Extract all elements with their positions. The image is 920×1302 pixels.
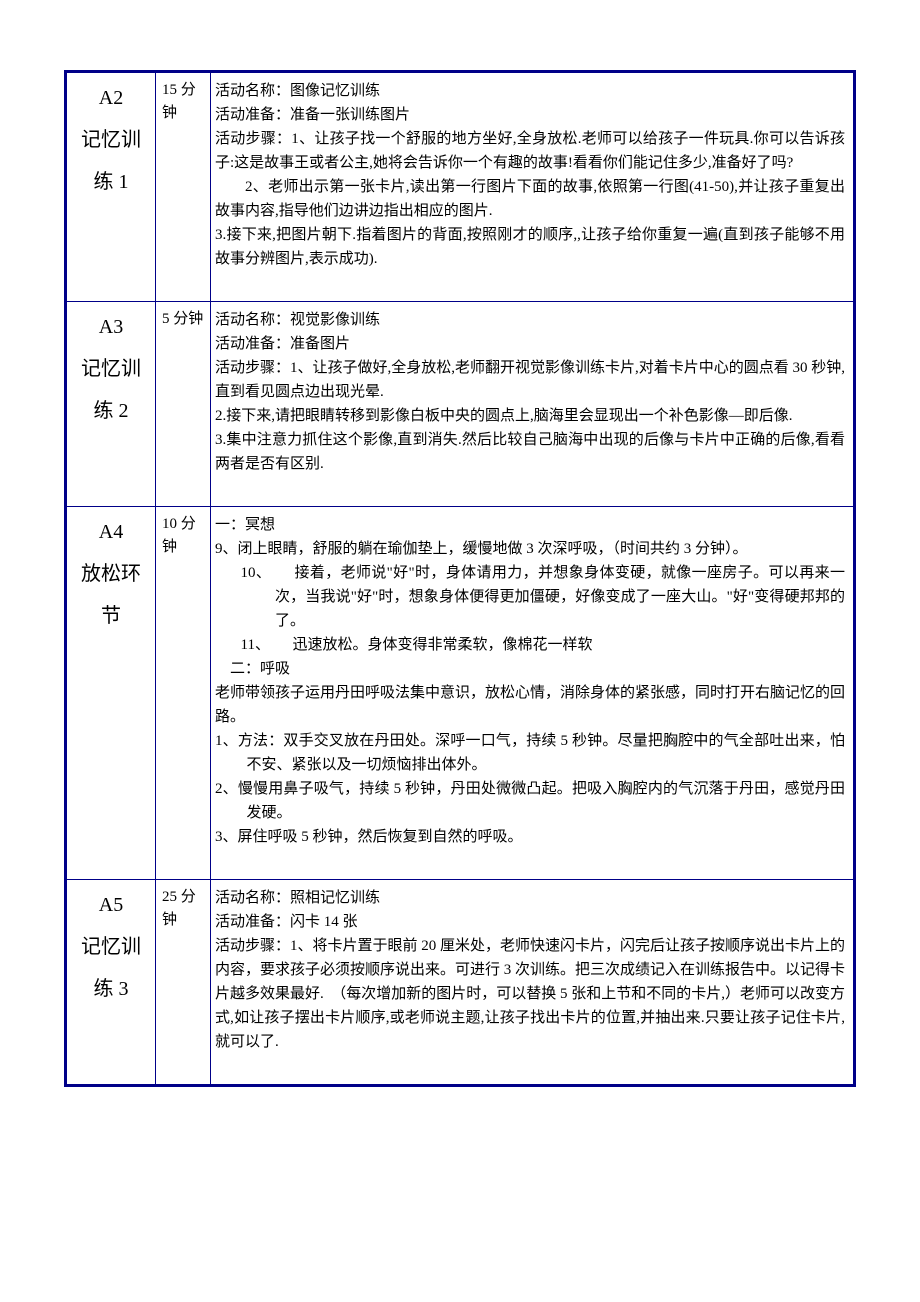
content-line: 3、屏住呼吸 5 秒钟，然后恢复到自然的呼吸。 [215,825,845,849]
content-line: 活动步骤：1、让孩子做好,全身放松,老师翻开视觉影像训练卡片,对着卡片中心的圆点… [215,356,845,404]
content-line: 活动步骤：1、让孩子找一个舒服的地方坐好,全身放松.老师可以给孩子一件玩具.你可… [215,127,845,175]
section-label: A3记忆训练 2 [66,302,156,507]
table-row: A4放松环节10 分钟一：冥想9、闭上眼睛，舒服的躺在瑜伽垫上，缓慢地做 3 次… [66,507,855,880]
section-content: 活动名称：视觉影像训练活动准备：准备图片活动步骤：1、让孩子做好,全身放松,老师… [211,302,855,507]
content-line: 活动名称：图像记忆训练 [215,79,845,103]
content-line: 活动名称：照相记忆训练 [215,886,845,910]
section-label: A5记忆训练 3 [66,880,156,1086]
section-label: A4放松环节 [66,507,156,880]
section-duration: 25 分钟 [156,880,211,1086]
section-content: 活动名称：照相记忆训练活动准备：闪卡 14 张活动步骤：1、将卡片置于眼前 20… [211,880,855,1086]
table-row: A2记忆训练 115 分钟活动名称：图像记忆训练活动准备：准备一张训练图片活动步… [66,72,855,302]
content-line: 活动准备：闪卡 14 张 [215,910,845,934]
section-duration: 10 分钟 [156,507,211,880]
training-schedule-table: A2记忆训练 115 分钟活动名称：图像记忆训练活动准备：准备一张训练图片活动步… [64,70,856,1087]
section-duration: 15 分钟 [156,72,211,302]
content-line: 老师带领孩子运用丹田呼吸法集中意识，放松心情，消除身体的紧张感，同时打开右脑记忆… [215,681,845,729]
content-line: 活动名称：视觉影像训练 [215,308,845,332]
content-line: 一：冥想 [215,513,845,537]
content-line: 10、 接着，老师说"好"时，身体请用力，并想象身体变硬，就像一座房子。可以再来… [215,561,845,633]
content-line: 活动准备：准备图片 [215,332,845,356]
table-row: A3记忆训练 25 分钟活动名称：视觉影像训练活动准备：准备图片活动步骤：1、让… [66,302,855,507]
section-label: A2记忆训练 1 [66,72,156,302]
content-line: 2.接下来,请把眼睛转移到影像白板中央的圆点上,脑海里会显现出一个补色影像—即后… [215,404,845,428]
table-row: A5记忆训练 325 分钟活动名称：照相记忆训练活动准备：闪卡 14 张活动步骤… [66,880,855,1086]
content-line: 3.集中注意力抓住这个影像,直到消失.然后比较自己脑海中出现的后像与卡片中正确的… [215,428,845,476]
content-line: 1、方法：双手交叉放在丹田处。深呼一口气，持续 5 秒钟。尽量把胸腔中的气全部吐… [215,729,845,777]
content-line: 2、慢慢用鼻子吸气，持续 5 秒钟，丹田处微微凸起。把吸入胸腔内的气沉落于丹田，… [215,777,845,825]
content-line: 11、 迅速放松。身体变得非常柔软，像棉花一样软 [215,633,845,657]
section-duration: 5 分钟 [156,302,211,507]
content-line: 3.接下来,把图片朝下.指着图片的背面,按照刚才的顺序,,让孩子给你重复一遍(直… [215,223,845,271]
content-line: 活动准备：准备一张训练图片 [215,103,845,127]
content-line: 二：呼吸 [215,657,845,681]
content-line: 9、闭上眼睛，舒服的躺在瑜伽垫上，缓慢地做 3 次深呼吸，（时间共约 3 分钟）… [215,537,845,561]
content-line: 2、老师出示第一张卡片,读出第一行图片下面的故事,依照第一行图(41-50),并… [215,175,845,223]
section-content: 活动名称：图像记忆训练活动准备：准备一张训练图片活动步骤：1、让孩子找一个舒服的… [211,72,855,302]
section-content: 一：冥想9、闭上眼睛，舒服的躺在瑜伽垫上，缓慢地做 3 次深呼吸，（时间共约 3… [211,507,855,880]
content-line: 活动步骤：1、将卡片置于眼前 20 厘米处，老师快速闪卡片，闪完后让孩子按顺序说… [215,934,845,1054]
